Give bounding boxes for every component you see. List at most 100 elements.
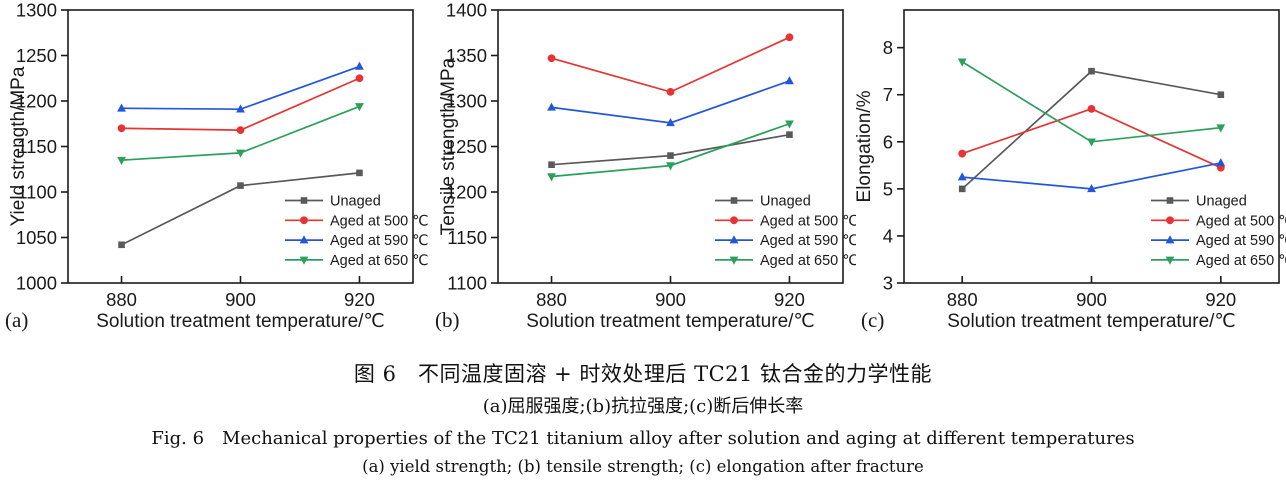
y-tick-label: 1100: [17, 182, 57, 203]
legend: Unaged Aged at 500 ℃ Aged at 590 ℃ Aged at …: [1151, 194, 1286, 269]
caption-zh-subtitle: (a)屈服强度;(b)抗拉强度;(c)断后伸长率: [482, 396, 804, 417]
y-axis: 1100 1150 1200 1250 1300 1350 1400: [446, 0, 498, 294]
yield-strength-chart: 1000 1050 1100 1150 1200 1250 1300 880 900 920 Yie…: [5, 0, 429, 332]
circle-marker: [355, 74, 364, 83]
legend-label: Unaged: [330, 194, 381, 210]
circle-marker: [730, 216, 738, 225]
y-tick-label: 6: [883, 131, 893, 152]
y-tick-label: 1200: [446, 182, 487, 203]
legend-label: Aged at 650 ℃: [1196, 253, 1286, 269]
square-marker: [1088, 67, 1095, 75]
y-axis: 3 4 5 6 7 8: [883, 37, 904, 294]
square-marker: [786, 131, 793, 138]
legend-entry: Aged at 590 ℃: [1151, 233, 1286, 249]
legend-entry: Unaged: [1151, 194, 1247, 210]
legend-entry: Aged at 500 ℃: [1151, 213, 1286, 229]
circle-marker: [1087, 104, 1096, 113]
panel-label: (a): [5, 308, 28, 332]
triangle-down-marker: [1087, 138, 1096, 147]
series-unaged: [958, 67, 1225, 193]
triangle-down-marker: [236, 149, 245, 158]
x-tick-label: 920: [774, 289, 805, 310]
caption-en-title: Fig. 6 Mechanical properties of the TC21…: [151, 428, 1135, 449]
x-tick-label: 900: [225, 289, 256, 310]
x-axis: 880 900 920: [106, 276, 375, 310]
triangle-down-marker: [117, 156, 126, 165]
triangle-up-marker: [117, 103, 126, 112]
square-marker: [1166, 197, 1174, 204]
legend-label: Aged at 590 ℃: [760, 233, 856, 249]
elongation-chart: 3 4 5 6 7 8 880 900 920 Elongation/% Solution trea…: [856, 9, 1286, 332]
triangle-up-marker: [547, 102, 556, 111]
x-axis-title: Solution treatment temperature/℃: [526, 311, 815, 332]
square-marker: [300, 197, 308, 204]
triangle-down-marker: [547, 173, 556, 182]
series-line: [121, 77, 360, 131]
x-tick-label: 880: [536, 289, 567, 310]
y-tick-label: 4: [883, 225, 893, 246]
triangle-down-marker: [299, 256, 309, 265]
triangle-up-marker: [957, 172, 967, 181]
triangle-up-marker: [355, 61, 364, 70]
series-line: [551, 133, 790, 166]
series-unaged: [548, 131, 793, 168]
legend-entry: Unaged: [285, 194, 381, 210]
chart-panel-a: 1000 1050 1100 1150 1200 1250 1300 880 900 920 Yie…: [0, 0, 430, 340]
x-tick-label: 880: [106, 289, 137, 310]
legend-entry: Aged at 590 ℃: [715, 233, 856, 249]
triangle-up-marker: [666, 118, 675, 127]
y-tick-label: 1250: [16, 45, 57, 66]
x-axis-title: Solution treatment temperature/℃: [96, 311, 385, 332]
y-axis-title: Elongation/%: [856, 90, 875, 202]
x-tick-label: 900: [1076, 289, 1107, 310]
legend-label: Aged at 650 ℃: [330, 253, 429, 269]
legend-entry: Aged at 650 ℃: [1151, 253, 1286, 269]
circle-marker: [958, 149, 967, 158]
legend-entry: Aged at 500 ℃: [715, 213, 856, 229]
panel-label: (c): [861, 308, 884, 332]
y-tick-label: 5: [883, 178, 893, 199]
y-tick-label: 8: [883, 37, 893, 58]
square-marker: [118, 241, 125, 249]
square-marker: [356, 169, 363, 177]
square-marker: [667, 152, 674, 159]
y-tick-label: 1150: [447, 227, 487, 248]
y-tick-label: 1100: [447, 273, 487, 294]
square-marker: [1217, 91, 1225, 99]
square-marker: [730, 197, 738, 204]
y-tick-label: 3: [883, 273, 893, 294]
x-axis-title: Solution treatment temperature/℃: [947, 311, 1236, 332]
y-axis-title: Tensile strength/MPa: [438, 57, 459, 235]
series-aged-at-500-: [547, 33, 794, 96]
legend-label: Aged at 500 ℃: [760, 213, 856, 229]
y-tick-label: 1150: [17, 136, 57, 157]
figure-captions: 图 6 不同温度固溶 + 时效处理后 TC21 钛合金的力学性能 (a)屈服强度…: [0, 362, 1286, 478]
series-line: [121, 65, 360, 111]
triangle-up-marker: [1165, 235, 1175, 244]
triangle-down-marker: [957, 58, 967, 67]
series-line: [961, 107, 1222, 169]
legend-entry: Unaged: [715, 194, 811, 210]
legend-label: Aged at 590 ℃: [1196, 233, 1286, 249]
y-tick-label: 1000: [16, 273, 57, 294]
triangle-down-marker: [785, 120, 794, 129]
triangle-down-marker: [355, 103, 364, 112]
x-axis: 880 900 920: [536, 276, 805, 310]
circle-marker: [236, 126, 245, 135]
y-tick-label: 7: [883, 84, 893, 105]
circle-marker: [547, 54, 556, 63]
y-axis-title: Yield strength/MPa: [8, 66, 29, 226]
x-tick-label: 900: [655, 289, 686, 310]
series-line: [551, 80, 790, 124]
legend-entry: Aged at 650 ℃: [285, 253, 429, 269]
caption-en-subtitle: (a) yield strength; (b) tensile strength…: [362, 457, 924, 476]
triangle-up-marker: [299, 235, 309, 244]
triangle-up-marker: [236, 104, 245, 113]
caption-zh-title: 图 6 不同温度固溶 + 时效处理后 TC21 钛合金的力学性能: [353, 362, 933, 386]
legend-entry: Aged at 590 ℃: [285, 233, 429, 249]
legend: Unaged Aged at 500 ℃ Aged at 590 ℃ Aged at …: [285, 194, 429, 269]
square-marker: [237, 182, 244, 189]
y-axis: 1000 1050 1100 1150 1200 1250 1300: [16, 0, 68, 294]
panel-label: (b): [435, 308, 460, 332]
chart-panel-b: 1100 1150 1200 1250 1300 1350 1400 880 900 920 Ten…: [430, 0, 856, 340]
